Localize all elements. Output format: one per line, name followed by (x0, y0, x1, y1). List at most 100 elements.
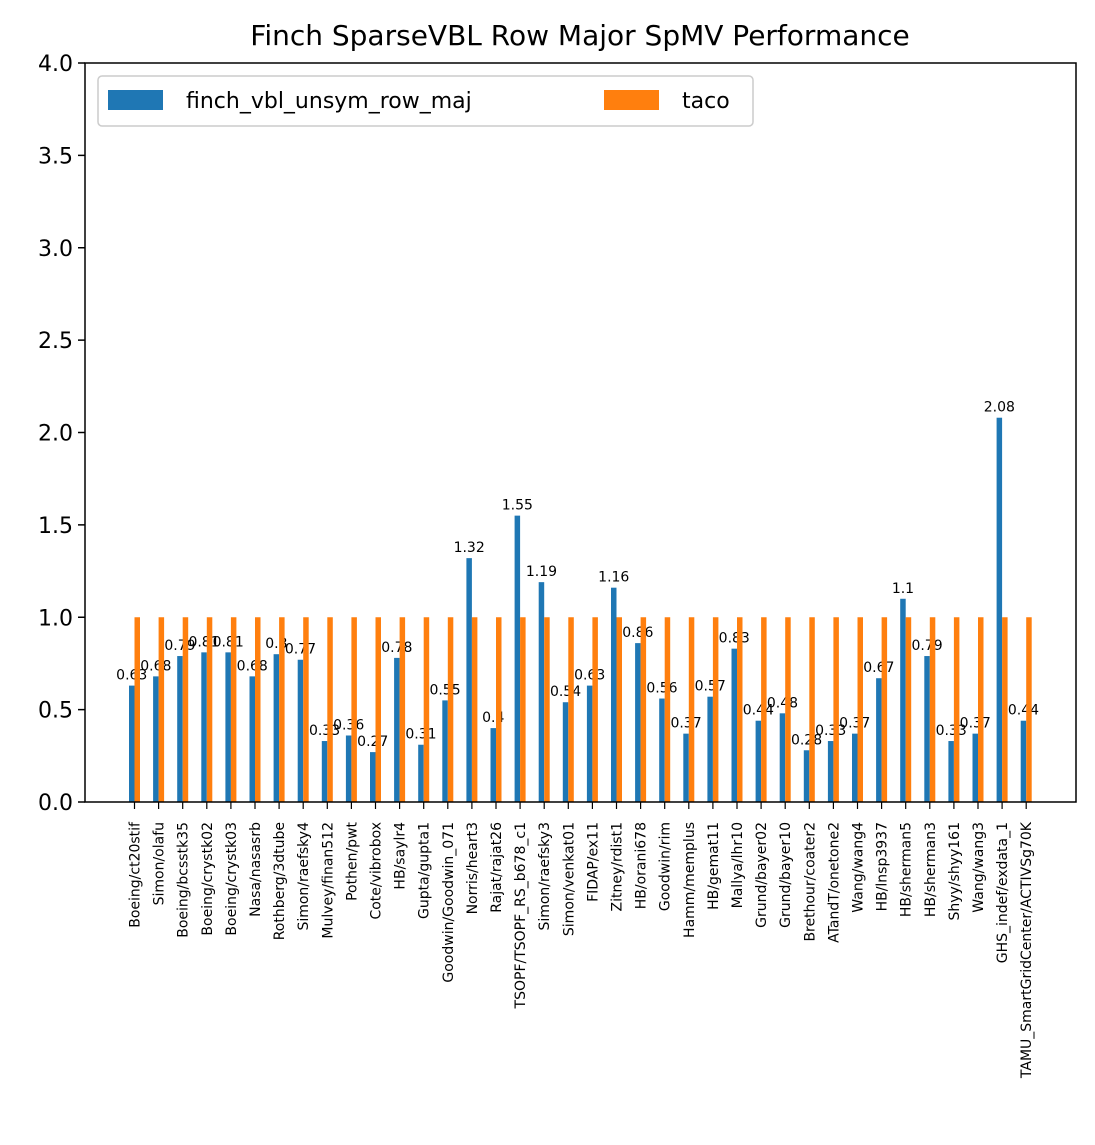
bar-finch-vbl-unsym-row-maj (755, 720, 762, 802)
bar-finch-vbl-unsym-row-maj (900, 598, 906, 802)
bar-finch-vbl-unsym-row-maj (321, 741, 328, 802)
bar-finch-vbl-unsym-row-maj (707, 696, 713, 802)
bar-taco (471, 617, 478, 802)
bar-taco (351, 617, 357, 802)
bar-taco (688, 617, 695, 802)
bar-finch-vbl-unsym-row-maj (803, 750, 810, 802)
bar-finch-vbl-unsym-row-maj (418, 744, 424, 802)
bar-taco (857, 617, 863, 802)
bar-taco (905, 617, 912, 802)
y-tick-label: 2.5 (38, 329, 73, 354)
x-tick-label: Mallya/lhr10 (730, 822, 746, 908)
bar-taco (423, 617, 430, 802)
bar-taco (640, 617, 647, 802)
bar-taco (929, 617, 936, 802)
bar-taco (158, 617, 165, 802)
x-tick-label: Simon/raefsky4 (296, 822, 312, 931)
y-tick-label: 1.0 (38, 606, 73, 631)
bar-taco (134, 617, 140, 802)
bar-taco (303, 617, 309, 802)
bar-finch-vbl-unsym-row-maj (683, 733, 689, 802)
data-label: 1.19 (526, 564, 557, 580)
bar-finch-vbl-unsym-row-maj (586, 685, 593, 802)
x-tick-label: Grund/bayer02 (754, 822, 770, 928)
legend: finch_vbl_unsym_row_maj taco (97, 75, 754, 127)
data-label: 0.78 (381, 640, 412, 656)
legend-swatch-finch-vbl-unsym-row-maj (108, 90, 163, 110)
bar-finch-vbl-unsym-row-maj (779, 713, 786, 802)
bar-taco (592, 617, 598, 802)
bar-finch-vbl-unsym-row-maj (659, 698, 665, 802)
x-tick-label: Pothen/pwt (344, 821, 360, 900)
x-tick-label: Simon/raefsky3 (537, 822, 553, 931)
data-label: 0.86 (622, 625, 653, 641)
x-tick-label: Rothberg/3dtube (272, 822, 288, 940)
data-label: 0.67 (863, 660, 894, 676)
x-tick-label: Gupta/gupta1 (417, 822, 433, 919)
bar-finch-vbl-unsym-row-maj (370, 752, 376, 802)
data-label: 1.32 (454, 540, 485, 556)
x-tick-label: HB/sherman5 (899, 822, 915, 917)
y-tick-label: 0.0 (38, 791, 73, 816)
x-tick-label: Wang/wang4 (851, 822, 867, 913)
bar-taco (833, 617, 839, 802)
data-label: 0.37 (839, 716, 870, 732)
x-tick-label: GHS_indef/exdata_1 (995, 822, 1011, 963)
bar-finch-vbl-unsym-row-maj (611, 587, 617, 802)
y-tick-label: 3.5 (38, 144, 73, 169)
bar-taco (881, 617, 888, 802)
bar-taco (712, 617, 719, 802)
x-tick-label: Boeing/crystk03 (224, 822, 240, 936)
bar-taco (279, 617, 285, 802)
bar-finch-vbl-unsym-row-maj (635, 643, 641, 802)
data-label: 0.37 (960, 716, 991, 732)
bar-taco (1026, 617, 1032, 802)
data-label: 0.37 (670, 716, 701, 732)
x-tick-label: TAMU_SmartGridCenter/ACTIVSg70K (1019, 821, 1035, 1079)
bar-finch-vbl-unsym-row-maj (514, 515, 521, 802)
bar-taco (1002, 617, 1008, 802)
x-tick-label: TSOPF/TSOPF_RS_b678_c1 (513, 822, 529, 1009)
data-label: 0.79 (911, 638, 942, 654)
bar-taco (496, 617, 502, 802)
bar-finch-vbl-unsym-row-maj (249, 676, 255, 802)
bar-finch-vbl-unsym-row-maj (273, 654, 280, 802)
x-tick-label: HB/gemat11 (706, 822, 722, 910)
bar-finch-vbl-unsym-row-maj (852, 733, 858, 802)
bar-taco (399, 617, 406, 802)
legend-box (97, 75, 754, 127)
x-tick-label: Goodwin/rim (658, 822, 674, 911)
bar-finch-vbl-unsym-row-maj (177, 656, 183, 802)
bar-finch-vbl-unsym-row-maj (731, 648, 737, 802)
bar-taco (664, 617, 671, 802)
bar-taco (206, 617, 213, 802)
x-tick-label: Shyy/shyy161 (947, 822, 963, 921)
data-label: 1.55 (502, 498, 533, 514)
data-label: 0.81 (213, 634, 244, 650)
bar-taco (255, 617, 261, 802)
x-tick-label: Brethour/coater2 (802, 822, 818, 942)
x-tick-label: Cote/vibrobox (369, 822, 385, 920)
bar-taco (230, 617, 237, 802)
x-tick-label: Goodwin/Goodwin_071 (441, 822, 457, 983)
bar-finch-vbl-unsym-row-maj (225, 652, 231, 802)
x-tick-label: ATandT/onetone2 (826, 822, 842, 943)
x-tick-label: Boeing/ct20stif (128, 821, 144, 928)
bar-taco (327, 617, 333, 802)
legend-label: finch_vbl_unsym_row_maj (186, 89, 472, 114)
bar-taco (447, 617, 454, 802)
x-tick-label: HB/orani678 (634, 822, 650, 909)
data-label: 0.44 (1008, 703, 1039, 719)
plot-area: 0.0 0.5 1.0 1.5 2.0 2.5 3.0 3.5 4.0 0.63 Boeing/ct… (38, 52, 1077, 1079)
y-tick-label: 3.0 (38, 237, 73, 262)
bar-finch-vbl-unsym-row-maj (996, 417, 1003, 802)
bar-finch-vbl-unsym-row-maj (442, 700, 448, 802)
x-tick-label: HB/sherman3 (923, 822, 939, 917)
x-tick-label: Zitney/rdist1 (610, 822, 626, 911)
bar-finch-vbl-unsym-row-maj (924, 656, 930, 802)
legend-swatch-taco (604, 90, 659, 110)
x-tick-label: Wang/wang3 (971, 822, 987, 913)
data-label: 0.54 (550, 684, 581, 700)
